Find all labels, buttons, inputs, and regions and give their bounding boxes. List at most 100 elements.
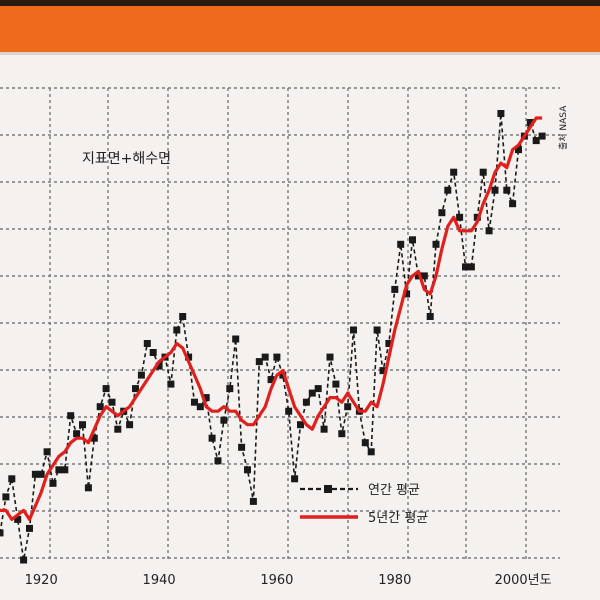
annual-average-point: [532, 137, 540, 145]
annual-average-point: [450, 168, 458, 176]
annual-average-point: [409, 236, 416, 244]
x-tick-label: 1960: [260, 573, 293, 588]
annual-average-point: [102, 385, 110, 393]
annual-average-point: [509, 200, 517, 208]
annual-average-point: [249, 497, 257, 505]
x-tick-label: 1980: [378, 573, 411, 588]
annual-average-point: [232, 335, 240, 343]
annual-average-point: [179, 313, 187, 320]
annual-average-point: [31, 470, 39, 478]
legend-annual-marker: [324, 485, 332, 493]
annual-average-point: [244, 466, 251, 474]
annual-average-point: [238, 443, 246, 451]
legend: 연간 평균 5년간 평균: [300, 483, 428, 526]
annual-average-point: [208, 434, 216, 442]
annual-average-point: [526, 119, 534, 126]
annual-average-point: [456, 213, 464, 221]
annual-average-point: [155, 362, 163, 370]
annual-average-point: [438, 209, 446, 217]
annual-average-point: [20, 556, 28, 564]
annual-average-point: [37, 470, 45, 478]
chart-grid: [0, 87, 560, 562]
annual-average-point: [385, 340, 393, 347]
annual-average-point: [267, 376, 275, 384]
annual-average-point: [67, 412, 75, 420]
annual-average-point: [143, 340, 151, 347]
annual-average-point: [132, 385, 139, 393]
annual-average-point: [226, 385, 234, 393]
annual-average-point: [332, 380, 340, 388]
annual-average-point: [503, 186, 511, 194]
annual-average-point: [497, 110, 505, 117]
top-dark-strip: [0, 0, 600, 6]
annual-average-point: [255, 358, 263, 366]
annual-average-point: [361, 439, 369, 447]
annual-average-point: [149, 349, 157, 356]
annual-average-point: [338, 430, 346, 438]
annual-average-point: [196, 403, 204, 411]
annual-average-point: [420, 272, 428, 280]
annual-average-point: [379, 367, 387, 375]
annual-average-point: [538, 132, 546, 140]
annual-average-point: [220, 416, 228, 424]
x-axis-tick-labels: 1920 1940 1960 1980 2000년도: [25, 573, 552, 588]
annual-average-point: [432, 240, 440, 248]
annual-average-point: [191, 398, 198, 406]
annual-average-point: [391, 285, 399, 293]
annual-average-point: [2, 493, 10, 501]
legend-annual-label: 연간 평균: [368, 483, 420, 498]
orange-header-banner: [0, 6, 600, 52]
annual-average-point: [26, 524, 33, 532]
x-tick-label: 1940: [143, 573, 176, 588]
annual-average-point: [397, 240, 405, 248]
annual-average-point: [8, 475, 16, 483]
annual-average-point: [350, 326, 357, 334]
annual-average-point: [126, 421, 134, 429]
annual-average-point: [55, 466, 63, 474]
banner-shadow: [0, 52, 600, 55]
annual-average-point: [291, 475, 299, 483]
annual-average-point: [137, 371, 145, 379]
x-tick-label: 2000년도: [495, 573, 552, 588]
annual-average-point: [314, 385, 322, 393]
chart-title: 지표면+해수면: [82, 151, 171, 167]
annual-average-point: [467, 263, 475, 271]
annual-average-point: [373, 326, 381, 334]
annual-average-point: [96, 403, 104, 411]
annual-average-point: [326, 353, 334, 361]
annual-average-point: [320, 425, 328, 433]
annual-average-point: [79, 421, 86, 429]
annual-average-point: [302, 398, 310, 406]
annual-average-point: [491, 186, 499, 194]
annual-average-point: [49, 479, 57, 487]
annual-average-point: [173, 326, 181, 334]
annual-average-point: [285, 407, 293, 415]
x-tick-label: 1920: [25, 573, 58, 588]
five-year-series: [0, 116, 543, 522]
annual-average-point: [462, 263, 469, 271]
annual-average-point: [61, 466, 69, 474]
annual-average-point: [185, 353, 193, 361]
annual-average-point: [43, 448, 51, 456]
annual-average-point: [479, 168, 487, 176]
five-year-average-line: [0, 116, 543, 522]
annual-average-point: [273, 353, 281, 361]
annual-average-point: [14, 515, 22, 523]
annual-average-point: [444, 186, 452, 194]
annual-average-point: [108, 398, 116, 406]
legend-five-year-label: 5년간 평균: [368, 511, 428, 526]
annual-average-point: [214, 457, 222, 465]
annual-average-point: [403, 290, 411, 298]
annual-average-point: [515, 146, 522, 154]
source-credit: 출처 NASA: [557, 105, 569, 150]
annual-average-point: [202, 394, 210, 402]
annual-average-point: [308, 389, 316, 397]
annual-average-point: [261, 353, 269, 361]
annual-average-point: [84, 484, 92, 492]
annual-average-point: [0, 529, 4, 537]
annual-average-point: [485, 227, 493, 235]
annual-average-point: [90, 434, 98, 442]
annual-average-point: [344, 403, 352, 411]
